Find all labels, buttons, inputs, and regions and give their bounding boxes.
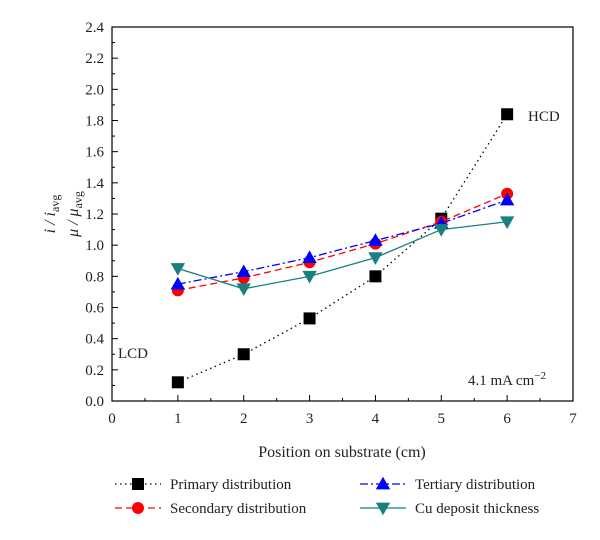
x-tick-label: 0: [108, 411, 116, 427]
marker-triangle-up: [236, 264, 251, 278]
y-tick-label: 2.2: [85, 51, 104, 67]
marker-square: [303, 312, 316, 325]
marker-triangle-down: [368, 252, 383, 265]
current-density-main: 4.1 mA cm: [468, 373, 535, 389]
y-axis-label-1-main: i / i: [42, 212, 59, 233]
y-tick-label: 2.4: [85, 20, 104, 36]
y-tick-label: 0.2: [85, 363, 104, 379]
marker-triangle-down: [375, 502, 391, 516]
series-line: [177, 113, 508, 383]
current-density-label: 4.1 mA cm−2: [468, 370, 546, 389]
legend-item: Tertiary distribution: [360, 476, 536, 493]
series-line: [177, 193, 508, 291]
y-axis-label-2: μ / μavg: [65, 191, 85, 238]
y-tick-label: 0.4: [85, 332, 104, 348]
y-axis-label-2-sub: avg: [71, 191, 85, 208]
x-tick-label: 5: [438, 411, 446, 427]
marker-square: [171, 376, 184, 389]
lcd-label: LCD: [118, 346, 148, 362]
marker-triangle-down: [170, 263, 186, 276]
legend-item: Cu deposit thickness: [360, 501, 539, 517]
marker-square: [501, 108, 514, 121]
marker-square: [237, 348, 250, 361]
y-tick-label: 1.8: [85, 114, 104, 130]
ticks: 0 1 2 3 4 5 6 7 0.0 0.2 0.4 0.6 0.8 1.0 1.2 1.4 1.6 1.8 2.…: [85, 20, 577, 427]
svg-text:μ / μavg: μ / μavg: [65, 191, 85, 238]
y-axis-label-1-sub: avg: [48, 195, 62, 212]
series-4: [170, 216, 515, 296]
marker-triangle-up: [170, 276, 186, 290]
legend-label: Tertiary distribution: [415, 477, 536, 493]
y-axis-label-1: i / iavg: [42, 195, 62, 234]
marker-square: [369, 270, 382, 283]
legend: Primary distribution Secondary distributi…: [115, 476, 539, 517]
marker-square: [132, 478, 144, 490]
x-tick-label: 3: [306, 411, 314, 427]
legend-item: Primary distribution: [115, 477, 292, 493]
marker-triangle-up: [499, 192, 515, 206]
marker-circle: [132, 502, 144, 514]
plot-area: [111, 26, 574, 402]
x-axis-label: Position on substrate (cm): [258, 444, 426, 461]
x-tick-label: 2: [240, 411, 248, 427]
hcd-label: HCD: [528, 109, 560, 125]
current-density-sup: −2: [534, 370, 546, 382]
x-tick-label: 1: [174, 411, 182, 427]
marker-triangle-down: [499, 216, 515, 229]
x-tick-label: 7: [569, 411, 577, 427]
marker-triangle-down: [434, 224, 449, 237]
marker-triangle-down: [302, 270, 317, 284]
y-tick-label: 0.8: [85, 269, 104, 285]
y-tick-label: 1.4: [85, 176, 104, 192]
x-tick-label: 6: [503, 411, 511, 427]
series-line: [177, 221, 508, 290]
y-tick-label: 0.0: [85, 394, 104, 410]
y-tick-label: 1.0: [85, 238, 104, 254]
marker-triangle-up: [375, 476, 391, 490]
legend-label: Cu deposit thickness: [415, 501, 539, 517]
legend-label: Primary distribution: [170, 477, 292, 493]
y-tick-label: 1.6: [85, 145, 104, 161]
y-axis-label-2-main: μ / μ: [65, 208, 82, 238]
x-tick-label: 4: [372, 411, 380, 427]
marker-triangle-up: [302, 250, 317, 264]
marker-triangle-down: [236, 283, 251, 296]
y-tick-label: 2.0: [85, 82, 104, 98]
legend-item: Secondary distribution: [115, 501, 307, 517]
series-line: [177, 199, 508, 285]
svg-text:i / iavg: i / iavg: [42, 195, 62, 234]
y-tick-label: 1.2: [85, 207, 104, 223]
series-layer: [170, 108, 515, 389]
y-tick-label: 0.6: [85, 301, 104, 317]
legend-label: Secondary distribution: [170, 501, 307, 517]
marker-triangle-up: [368, 233, 383, 246]
